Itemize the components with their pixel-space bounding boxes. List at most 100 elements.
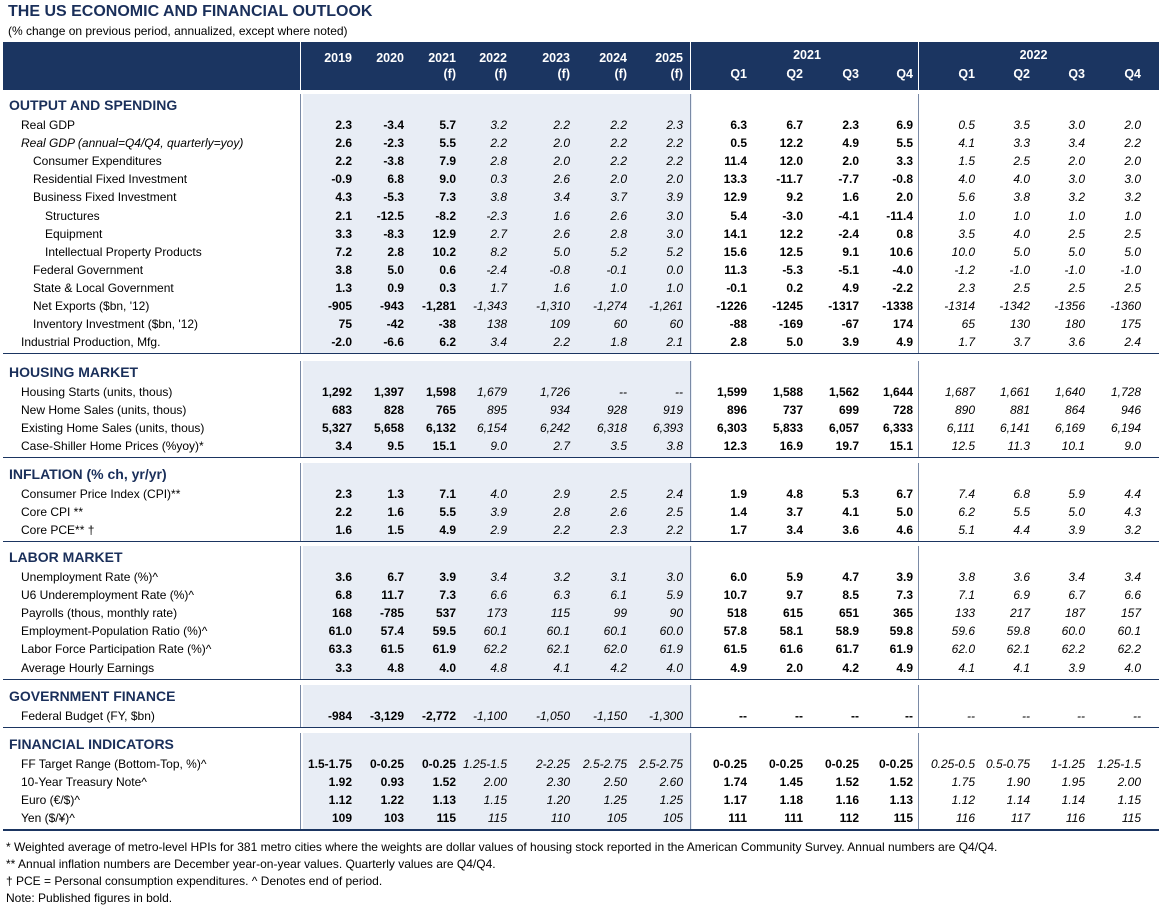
table-cell: 1.18 [779, 793, 803, 808]
table-cell: 2.9 [553, 487, 570, 501]
table-row: Inventory Investment ($bn, '12) 75 -42 -38 1… [0, 315, 1163, 333]
table-cell: 895 [486, 403, 507, 418]
table-cell: 1.52 [835, 775, 859, 790]
table-cell: 0.9 [387, 280, 404, 295]
table-cell: 1.0 [1068, 208, 1085, 223]
table-cell: -3.0 [782, 208, 803, 223]
column-divider [690, 361, 691, 459]
table-cell: 116 [1065, 811, 1085, 826]
table-cell: 4.9 [842, 136, 859, 151]
table-cell: 2.0 [842, 154, 859, 169]
table-cell: 4.4 [1124, 487, 1141, 501]
table-cell: -1.2 [954, 262, 975, 277]
table-cell: -11.4 [886, 208, 913, 223]
table-cell: -8.3 [383, 226, 404, 241]
table-row: Yen ($/¥)^ 109 103 115 115 110 105 105 111 111 112… [0, 809, 1163, 827]
table-cell: 6,132 [425, 421, 456, 436]
row-label: Business Fixed Investment [33, 190, 177, 205]
table-cell: 1.16 [835, 793, 859, 808]
header-forecast-flag: (f) [494, 67, 508, 81]
section-rule [3, 727, 1159, 729]
table-cell: 2.6 [553, 226, 570, 241]
table-row: Housing Starts (units, thous) 1,292 1,397 1… [0, 383, 1163, 401]
forecast-column-shade [303, 546, 692, 680]
table-cell: 2.2 [335, 154, 352, 169]
table-cell: 3.7 [610, 190, 627, 205]
table-cell: 3.7 [786, 505, 803, 520]
table-cell: 4.9 [439, 523, 456, 538]
header-quarter: Q1 [958, 67, 975, 81]
table-cell: 1.22 [380, 793, 404, 808]
table-cell: -1,300 [648, 709, 683, 723]
row-label: Real GDP [21, 118, 76, 132]
header-forecast-flag: (f) [443, 67, 457, 81]
table-row: New Home Sales (units, thous) 683 828 765 89… [0, 401, 1163, 419]
header-quarter: Q1 [730, 67, 747, 81]
table-cell: 881 [1009, 403, 1030, 418]
table-cell: 3.8 [958, 570, 975, 584]
table-cell: 2.2 [610, 118, 627, 132]
table-cell: 5.9 [1068, 487, 1085, 501]
table-cell: 5.1 [958, 523, 975, 538]
table-cell: -5.3 [383, 190, 404, 205]
table-cell: 1.7 [730, 523, 747, 538]
table-cell: 651 [838, 606, 859, 621]
table-cell: 0-0.25 [768, 757, 803, 771]
table-cell: 2.3 [842, 118, 859, 132]
table-cell: 3.3 [335, 226, 352, 241]
table-cell: 1-1.25 [1050, 757, 1085, 771]
table-cell: 3.8 [335, 262, 352, 277]
table-cell: 2.1 [335, 208, 352, 223]
table-cell: 3.0 [666, 208, 683, 223]
table-cell: 946 [1120, 403, 1141, 418]
table-cell: 1.5 [958, 154, 975, 169]
table-cell: -1226 [716, 299, 747, 313]
table-cell: 9.1 [842, 244, 859, 259]
table-cell: -1,100 [472, 709, 507, 723]
table-cell: 2.0 [666, 172, 683, 187]
table-cell: 99 [613, 606, 627, 621]
table-cell: 1,726 [539, 385, 570, 399]
table-cell: 1,562 [828, 385, 859, 399]
table-cell: -1,150 [592, 709, 627, 723]
forecast-column-shade [303, 733, 692, 831]
table-cell: -- [739, 709, 747, 723]
table-cell: -1360 [1110, 299, 1141, 313]
table-cell: 1,397 [373, 385, 404, 399]
table-cell: 890 [954, 403, 975, 418]
row-label: Core CPI ** [21, 505, 84, 520]
table-cell: 1,292 [321, 385, 352, 399]
table-cell: 7.1 [958, 588, 975, 603]
table-cell: 2.3 [958, 280, 975, 295]
table-cell: -1,310 [535, 299, 570, 313]
table-cell: 59.8 [1006, 624, 1030, 639]
table-row: Federal Government 3.8 5.0 0.6 -2.4 -0.8 -0.1 0… [0, 261, 1163, 279]
table-cell: 5.7 [439, 118, 456, 132]
row-label: FF Target Range (Bottom-Top, %)^ [21, 757, 207, 771]
table-row: FF Target Range (Bottom-Top, %)^ 1.5-1.75… [0, 755, 1163, 773]
table-cell: 59.6 [951, 624, 975, 639]
row-label: Euro (€/$)^ [21, 793, 80, 808]
forecast-column-shade [303, 361, 692, 459]
table-cell: 5.0 [1068, 244, 1085, 259]
table-cell: -1,343 [472, 299, 507, 313]
table-cell: 9.7 [786, 588, 803, 603]
table-cell: 60.1 [483, 624, 507, 639]
header-quarter: Q4 [896, 67, 913, 81]
table-cell: 12.3 [723, 439, 747, 454]
table-cell: 6.8 [335, 588, 352, 603]
row-label: Net Exports ($bn, '12) [33, 299, 150, 313]
table-cell: -6.6 [383, 335, 404, 350]
table-cell: 2.8 [730, 335, 747, 350]
table-cell: -1356 [1054, 299, 1085, 313]
table-row: Consumer Expenditures 2.2 -3.8 7.9 2.8 2.0 2.2… [0, 152, 1163, 170]
table-cell: 1.14 [1061, 793, 1085, 808]
table-cell: 3.4 [490, 570, 507, 584]
table-cell: 15.1 [432, 439, 456, 454]
table-cell: 60.0 [1061, 624, 1085, 639]
table-cell: 3.5 [1013, 118, 1030, 132]
table-cell: 1.25-1.5 [462, 757, 507, 771]
page-title: THE US ECONOMIC AND FINANCIAL OUTLOOK [8, 3, 373, 20]
forecast-column-shade [303, 94, 692, 355]
table-cell: -3.8 [383, 154, 404, 169]
